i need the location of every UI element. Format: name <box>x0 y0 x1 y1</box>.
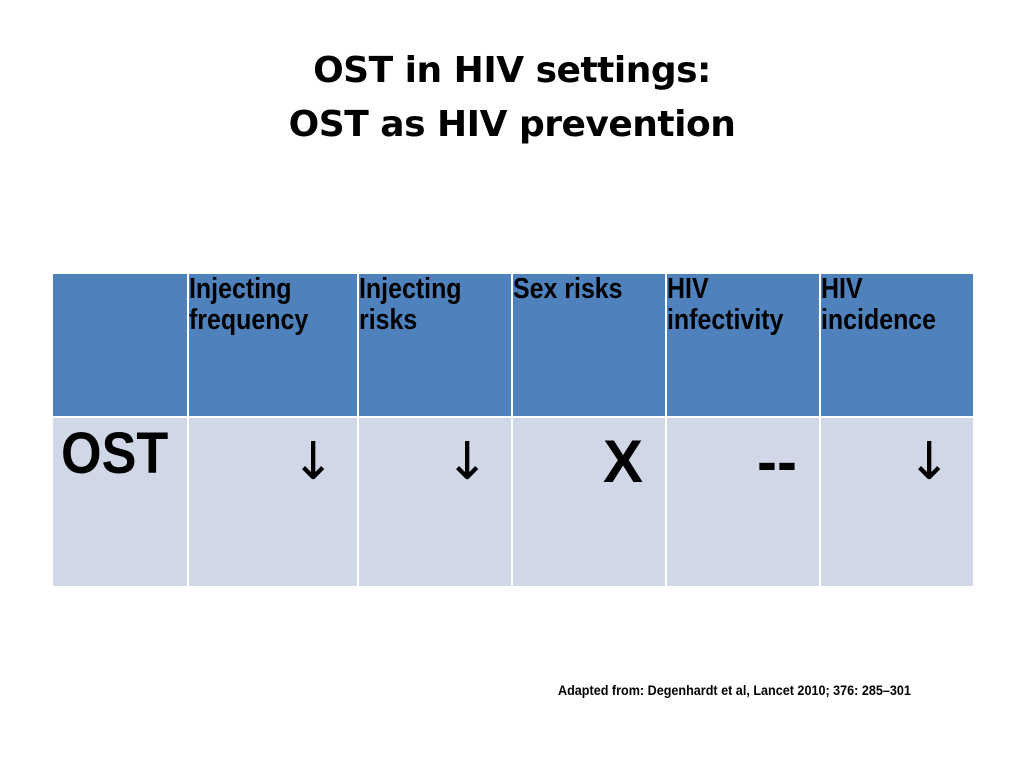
column-header-label: Sex risks <box>513 273 623 305</box>
slide-title: OST in HIV settings: OST as HIV preventi… <box>0 44 1024 152</box>
column-header-injecting-risks: Injecting risks <box>357 272 513 418</box>
slide-title-line-2: OST as HIV prevention <box>288 104 736 145</box>
column-header-hiv-incidence: HIV incidence <box>819 272 975 418</box>
table-row: OST ↓ ↓ X -- ↓ <box>51 416 975 588</box>
cell-hiv-incidence: ↓ <box>819 416 975 588</box>
slide-title-line-1: OST in HIV settings: <box>313 50 711 91</box>
row-label-ost: OST <box>51 416 189 588</box>
column-header-label: Injecting risks <box>359 273 462 336</box>
table-header-corner <box>51 272 189 418</box>
column-header-label: Injecting frequency <box>189 273 309 336</box>
column-header-sex-risks: Sex risks <box>511 272 667 418</box>
column-header-label: HIV infectivity <box>667 273 784 336</box>
row-label-text: OST <box>61 421 169 486</box>
table-header-row: Injecting frequency Injecting risks Sex … <box>51 272 975 418</box>
source-citation: Adapted from: Degenhardt et al, Lancet 2… <box>558 682 911 698</box>
ost-effects-table: Injecting frequency Injecting risks Sex … <box>51 272 975 588</box>
cell-injecting-frequency: ↓ <box>187 416 359 588</box>
column-header-label: HIV incidence <box>821 273 937 336</box>
cell-hiv-infectivity: -- <box>665 416 821 588</box>
column-header-hiv-infectivity: HIV infectivity <box>665 272 821 418</box>
cell-sex-risks: X <box>511 416 667 588</box>
cell-injecting-risks: ↓ <box>357 416 513 588</box>
column-header-injecting-frequency: Injecting frequency <box>187 272 359 418</box>
